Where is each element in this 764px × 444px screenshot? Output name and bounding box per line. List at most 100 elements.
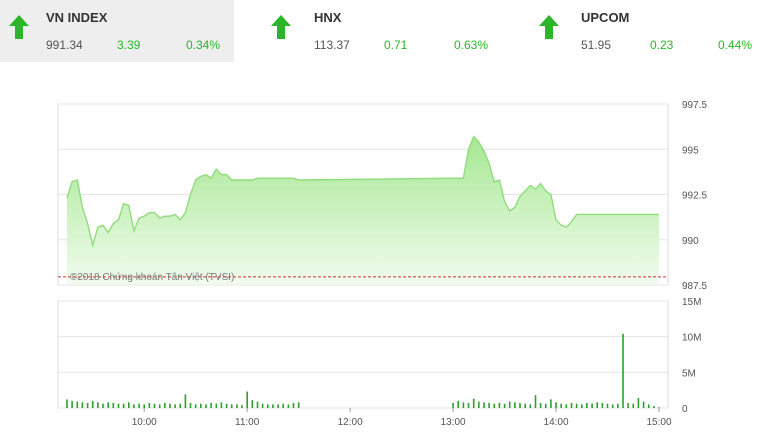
volume-bar: [560, 403, 562, 408]
volume-bar: [210, 403, 212, 408]
volume-bar: [91, 400, 94, 408]
volume-bar: [102, 403, 104, 408]
volume-bar: [122, 403, 125, 408]
index-tickers: VN INDEX 991.34 3.39 0.34% HNX 113.37 0.…: [0, 0, 764, 62]
volume-bar: [215, 403, 218, 408]
volume-bar: [575, 403, 578, 408]
volume-bar: [225, 403, 228, 408]
volume-bar: [488, 403, 490, 408]
volume-bar: [86, 403, 89, 408]
volume-bar: [148, 403, 151, 408]
volume-bar: [498, 403, 501, 408]
volume-bar: [200, 403, 202, 408]
ticker-hnx[interactable]: HNX 113.37 0.71 0.63%: [262, 0, 502, 62]
volume-bar: [277, 404, 279, 408]
volume-bar: [483, 402, 485, 408]
volume-bar: [611, 404, 614, 408]
volume-bar: [555, 402, 557, 408]
volume-bar: [81, 402, 84, 408]
volume-bar: [617, 403, 619, 408]
volume-bar: [133, 404, 135, 408]
volume-bar: [642, 401, 645, 408]
ticker-percent: 0.44%: [717, 38, 752, 52]
price-tick-label: 997.5: [682, 100, 707, 111]
volume-bar: [256, 401, 259, 408]
volume-bar: [586, 403, 588, 408]
volume-bar: [169, 403, 171, 408]
price-tick-label: 987.5: [682, 281, 707, 292]
volume-tick-label: 0: [682, 404, 688, 415]
volume-bar: [647, 404, 650, 408]
volume-bar: [472, 398, 475, 408]
volume-bar: [478, 401, 480, 408]
volume-bar: [539, 403, 542, 408]
volume-bar: [179, 403, 182, 408]
volume-panel: 15M 10M 5M 0: [57, 297, 701, 415]
volume-bar: [653, 405, 655, 408]
volume-bar: [550, 399, 552, 408]
volume-bar: [462, 402, 465, 408]
volume-bar: [261, 403, 264, 408]
volume-bar: [287, 404, 290, 408]
ticker-vnindex[interactable]: VN INDEX 991.34 3.39 0.34%: [0, 0, 234, 62]
volume-bar: [246, 391, 248, 408]
ticker-name: VN INDEX: [46, 10, 108, 25]
volume-bar: [581, 404, 583, 408]
price-panel: 997.5 995 992.5 990 987.5: [57, 100, 707, 292]
volume-bar: [128, 402, 130, 408]
volume-panel-frame: [57, 300, 669, 409]
volume-bar: [194, 404, 197, 408]
volume-bar: [606, 403, 609, 408]
volume-bar: [241, 405, 243, 408]
volume-bar: [622, 333, 624, 408]
volume-bar: [112, 403, 115, 408]
volume-bar: [71, 400, 73, 408]
price-tick-label: 990: [682, 236, 699, 247]
volume-bar: [158, 404, 161, 408]
ticker-upcom[interactable]: UPCOM 51.95 0.23 0.44%: [530, 0, 764, 62]
volume-tick-label: 10M: [682, 333, 701, 344]
volume-bar: [282, 403, 284, 408]
time-tick-label: 12:00: [338, 417, 363, 428]
volume-bar: [544, 403, 547, 408]
volume-bar: [117, 403, 120, 408]
ticker-percent: 0.34%: [185, 38, 220, 52]
up-arrow-icon: [271, 15, 291, 39]
volume-bar: [189, 403, 192, 408]
volume-tick-label: 5M: [682, 368, 696, 379]
ticker-change: 0.23: [650, 38, 674, 52]
volume-bar: [153, 403, 156, 408]
volume-bar: [493, 403, 496, 408]
ticker-value: 991.34: [46, 38, 83, 52]
ticker-value: 113.37: [314, 38, 350, 52]
volume-bar: [267, 404, 269, 408]
ticker-name: UPCOM: [581, 10, 630, 25]
volume-bar: [297, 402, 300, 408]
time-tick-label: 10:00: [132, 417, 157, 428]
time-axis: 10:00 11:00 12:00 13:00 14:00 15:00: [132, 408, 672, 428]
volume-bar: [220, 402, 223, 408]
volume-bar: [519, 403, 521, 408]
volume-bar: [230, 404, 233, 408]
time-tick-label: 13:00: [441, 417, 466, 428]
volume-bar: [66, 399, 68, 408]
volume-bar: [272, 404, 274, 408]
ticker-change: 3.39: [117, 38, 141, 52]
volume-bar: [637, 398, 640, 408]
ticker-value: 51.95: [581, 38, 612, 52]
volume-bar: [632, 403, 635, 408]
volume-bar: [184, 394, 187, 408]
volume-bar: [658, 407, 660, 408]
volume-bar: [174, 404, 176, 408]
volume-bar: [205, 404, 207, 408]
ticker-name: HNX: [314, 10, 342, 25]
volume-bar: [570, 403, 573, 408]
volume-bar: [236, 404, 238, 408]
volume-bar: [251, 400, 254, 408]
volume-bar: [138, 403, 140, 408]
volume-bar: [524, 403, 526, 408]
volume-tick-label: 15M: [682, 297, 701, 308]
volume-bar: [164, 403, 166, 408]
up-arrow-icon: [539, 15, 559, 39]
